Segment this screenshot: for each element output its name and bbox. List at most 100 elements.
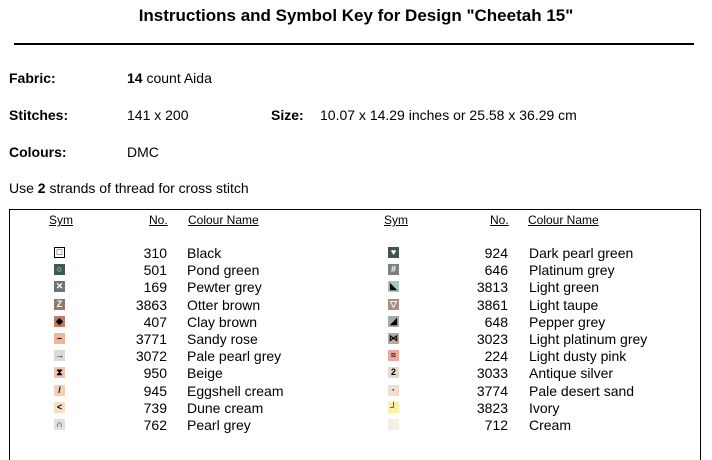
colour-number: 739 [143,399,167,416]
table-row: 2 3033 Antique silver [0,365,712,382]
table-row: Z 3863 Otter brown [0,297,712,314]
table-row: 712 Cream [0,417,712,434]
dot-icon: · [388,384,399,396]
strands-instruction: Use 2 strands of thread for cross stitch [9,180,249,196]
arrow-right-icon: → [54,350,65,362]
colour-name: Antique silver [529,365,614,382]
colour-number: 3823 [476,399,508,416]
hourglass-icon: ⧗ [54,367,65,379]
colours-label: Colours: [9,144,67,160]
table-row: ◆ 407 Clay brown [0,314,712,331]
table-row: ∩ 762 Pearl grey [0,417,712,434]
colour-name: Beige [187,365,223,382]
table-row: ◢ 648 Pepper grey [0,314,712,331]
colour-number: 3863 [135,296,167,313]
colour-name: Pale desert sand [529,382,635,399]
table-row: ♥ 924 Dark pearl green [0,245,712,262]
strands-post: strands of thread for cross stitch [45,180,249,196]
colour-number: 945 [143,382,167,399]
heart-icon: ♥ [388,247,399,258]
colour-name: Sandy rose [187,331,258,347]
colour-number: 310 [143,245,167,261]
colour-name: Cream [529,417,572,433]
fabric-count: 14 [127,70,143,86]
colour-name: Pale pearl grey [187,348,282,365]
colour-number: 407 [143,313,167,330]
table-row: #646 Platinum grey [0,262,712,279]
colour-number: 3771 [135,331,167,347]
x-icon: ✕ [54,281,65,293]
colour-number: 648 [484,313,508,330]
colour-number: 3023 [476,331,508,347]
table-row: · 3774 Pale desert sand [0,383,712,400]
less-than-icon: < [54,401,65,413]
colour-name: Light dusty pink [529,348,627,365]
hollow-square-icon: □ [54,247,65,258]
colour-number: 924 [484,245,508,261]
header-sym-right: Sym [384,213,408,227]
triangle-icon: ◣ [388,281,399,293]
table-row: <739 Dune cream [0,400,712,417]
table-row: ✕ 169 Pewter grey [0,279,712,296]
fabric-type: count Aida [142,70,212,86]
stitches-value: 141 x 200 [127,107,189,123]
circle-icon: ○ [54,264,65,276]
colour-number: 762 [143,417,167,433]
colour-number: 3774 [476,382,508,399]
colour-number: 3861 [476,296,508,313]
header-sym-left: Sym [49,213,73,227]
colour-name: Pewter grey [187,279,262,296]
header-name-left: Colour Name [188,213,259,227]
colour-number: 224 [484,348,508,365]
colour-number: 501 [143,262,167,279]
colour-name: Dune cream [187,399,264,416]
fabric-value: 14 count Aida [127,70,212,86]
corner-triangle-icon: ◢ [388,315,399,327]
table-row: ⧗ 950 Beige [0,365,712,382]
table-row: – 3771 Sandy rose [0,331,712,348]
colour-name: Black [187,245,222,261]
colour-name: Light green [529,279,600,296]
colours-value: DMC [127,144,159,160]
table-row: ○ 501 Pond green [0,262,712,279]
diamond-icon: ◆ [54,315,65,327]
colour-name: Pond green [187,262,260,279]
slash-icon: / [54,384,65,396]
colour-name: Clay brown [187,313,258,330]
table-row: ▽ 3861 Light taupe [0,297,712,314]
table-row: → 3072 Pale pearl grey [0,348,712,365]
table-row: □ 310 Black [0,245,712,262]
header-no-right: No. [490,213,509,227]
colour-name: Platinum grey [529,262,615,279]
table-row: ⋈ 3023 Light platinum grey [0,331,712,348]
table-row: ┘ 3823 Ivory [0,400,712,417]
colour-name: Dark pearl green [529,245,634,261]
stitches-label: Stitches: [9,107,69,123]
arch-icon: ∩ [54,419,65,430]
colour-name: Eggshell cream [187,382,284,399]
colour-number: 3072 [135,348,167,365]
symbol-key-table [9,209,701,460]
title-divider [14,43,694,45]
down-triangle-icon: ▽ [388,298,399,310]
size-label: Size: [271,107,304,123]
corner-icon: ┘ [388,401,399,413]
colour-number: 3033 [476,365,508,382]
dash-icon: – [54,333,65,344]
fabric-label: Fabric: [9,70,56,86]
colour-name: Otter brown [187,296,261,313]
z-icon: Z [54,298,65,310]
header-no-left: No. [149,213,168,227]
size-value: 10.07 x 14.29 inches or 25.58 x 36.29 cm [320,107,577,123]
table-row: ◣ 3813 Light green [0,279,712,296]
wavy-icon: ≈ [388,350,399,362]
colour-number: 950 [143,365,167,382]
hash-icon: # [388,264,399,276]
two-icon: 2 [388,367,399,379]
colour-name: Pepper grey [529,313,606,330]
colour-name: Ivory [529,399,560,416]
colour-number: 169 [143,279,167,296]
blank-icon [388,419,399,430]
colour-number: 712 [484,417,508,433]
colour-name: Pearl grey [187,417,251,433]
